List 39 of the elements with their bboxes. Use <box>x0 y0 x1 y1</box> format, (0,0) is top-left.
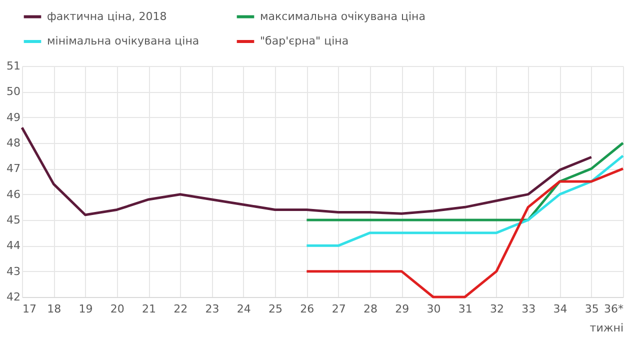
x-tick-label: 18 <box>47 302 62 316</box>
x-tick-label: 23 <box>205 302 220 316</box>
y-tick-label: 47 <box>6 162 20 176</box>
y-tick-label: 43 <box>6 264 20 278</box>
x-axis-title: тижні <box>590 322 624 334</box>
y-tick-label: 50 <box>6 85 20 98</box>
legend-label: "бар'єрна" ціна <box>260 34 349 48</box>
y-tick-label: 46 <box>6 188 20 201</box>
legend-label: фактична ціна, 2018 <box>47 10 167 23</box>
x-tick-label: 35 <box>584 302 599 316</box>
x-tick-label: 26 <box>300 302 314 316</box>
x-tick-label: 27 <box>332 302 346 316</box>
x-tick-label: 25 <box>268 302 283 316</box>
y-tick-label: 45 <box>6 214 20 226</box>
x-tick-label: 19 <box>78 302 93 316</box>
x-tick-label: 22 <box>174 302 188 316</box>
x-tick-label: 21 <box>142 302 156 316</box>
line-series <box>20 126 593 216</box>
x-tick-label: 33 <box>522 302 536 316</box>
x-tick-label: 24 <box>236 302 251 316</box>
x-tick-label: 29 <box>395 302 410 316</box>
x-tick-label: 20 <box>110 302 124 316</box>
y-tick-label: 48 <box>6 136 20 150</box>
y-tick-label: 49 <box>6 110 20 124</box>
x-tick-label: 34 <box>553 302 568 316</box>
x-tick-label: 30 <box>426 302 441 316</box>
x-tick-label: 17 <box>22 302 36 316</box>
x-tick-label: 31 <box>458 302 472 316</box>
y-tick-label: 42 <box>6 290 20 304</box>
legend-label: мінімальна очікувана ціна <box>47 34 200 48</box>
x-tick-label: 28 <box>363 302 378 316</box>
y-tick-label: 51 <box>6 60 20 72</box>
y-tick-label: 44 <box>6 239 20 252</box>
line-series <box>305 142 624 222</box>
x-tick-label: 36* <box>604 302 624 316</box>
line-series <box>305 154 624 247</box>
line-series <box>305 167 624 298</box>
x-tick-label: 32 <box>490 302 504 316</box>
legend-label: максимальна очікувана ціна <box>260 10 426 23</box>
